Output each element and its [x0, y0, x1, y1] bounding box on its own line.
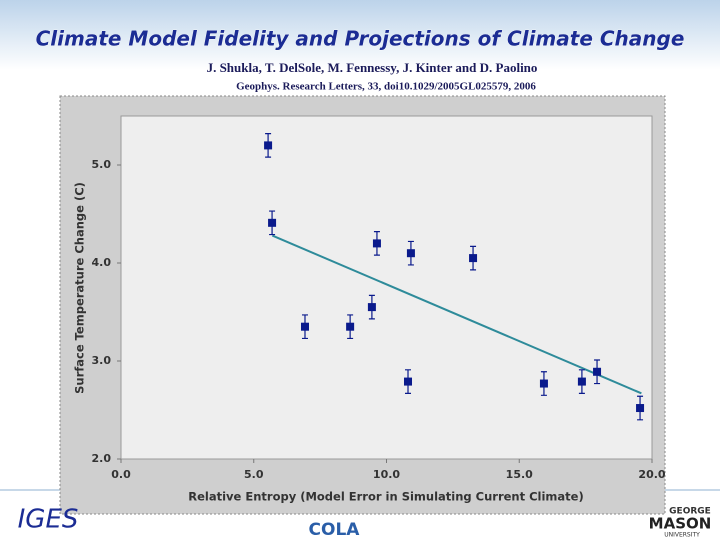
chart: Relative Entropy (Model Error in Simulat… [73, 115, 666, 504]
logo-gmu: UNIVERSITY [664, 532, 700, 539]
y-tick-label: 3.0 [92, 354, 112, 367]
x-axis-label: Relative Entropy (Model Error in Simulat… [188, 490, 583, 504]
y-axis-label: Surface Temperature Change (C) [73, 182, 87, 394]
point [346, 322, 355, 331]
header-band [0, 0, 720, 70]
point [264, 141, 273, 150]
logo-cola: COLA [309, 520, 361, 540]
point [300, 322, 309, 331]
y-tick-label: 4.0 [92, 256, 112, 269]
x-tick-label: 5.0 [244, 468, 264, 481]
point [367, 303, 376, 312]
point [539, 379, 548, 388]
x-tick-label: 0.0 [111, 468, 131, 481]
logo-gmu: MASON [649, 515, 712, 533]
x-tick-label: 10.0 [373, 468, 400, 481]
point [268, 218, 277, 227]
authors: J. Shukla, T. DelSole, M. Fennessy, J. K… [207, 60, 538, 75]
point [406, 249, 415, 258]
plot-area [120, 115, 653, 460]
citation: Geophys. Research Letters, 33, doi10.102… [236, 81, 536, 93]
point [577, 377, 586, 386]
y-tick-label: 2.0 [92, 452, 112, 465]
point [636, 404, 645, 413]
trend-line [271, 234, 642, 395]
slide-title: Climate Model Fidelity and Projections o… [36, 27, 685, 51]
logo-iges: IGES [18, 505, 79, 535]
point [404, 377, 413, 386]
point [469, 254, 478, 263]
y-tick-label: 5.0 [92, 158, 112, 171]
point [372, 239, 381, 248]
point [593, 367, 602, 376]
logo-gmu: GEORGE [669, 507, 711, 517]
x-tick-label: 15.0 [506, 468, 533, 481]
x-tick-label: 20.0 [638, 468, 665, 481]
